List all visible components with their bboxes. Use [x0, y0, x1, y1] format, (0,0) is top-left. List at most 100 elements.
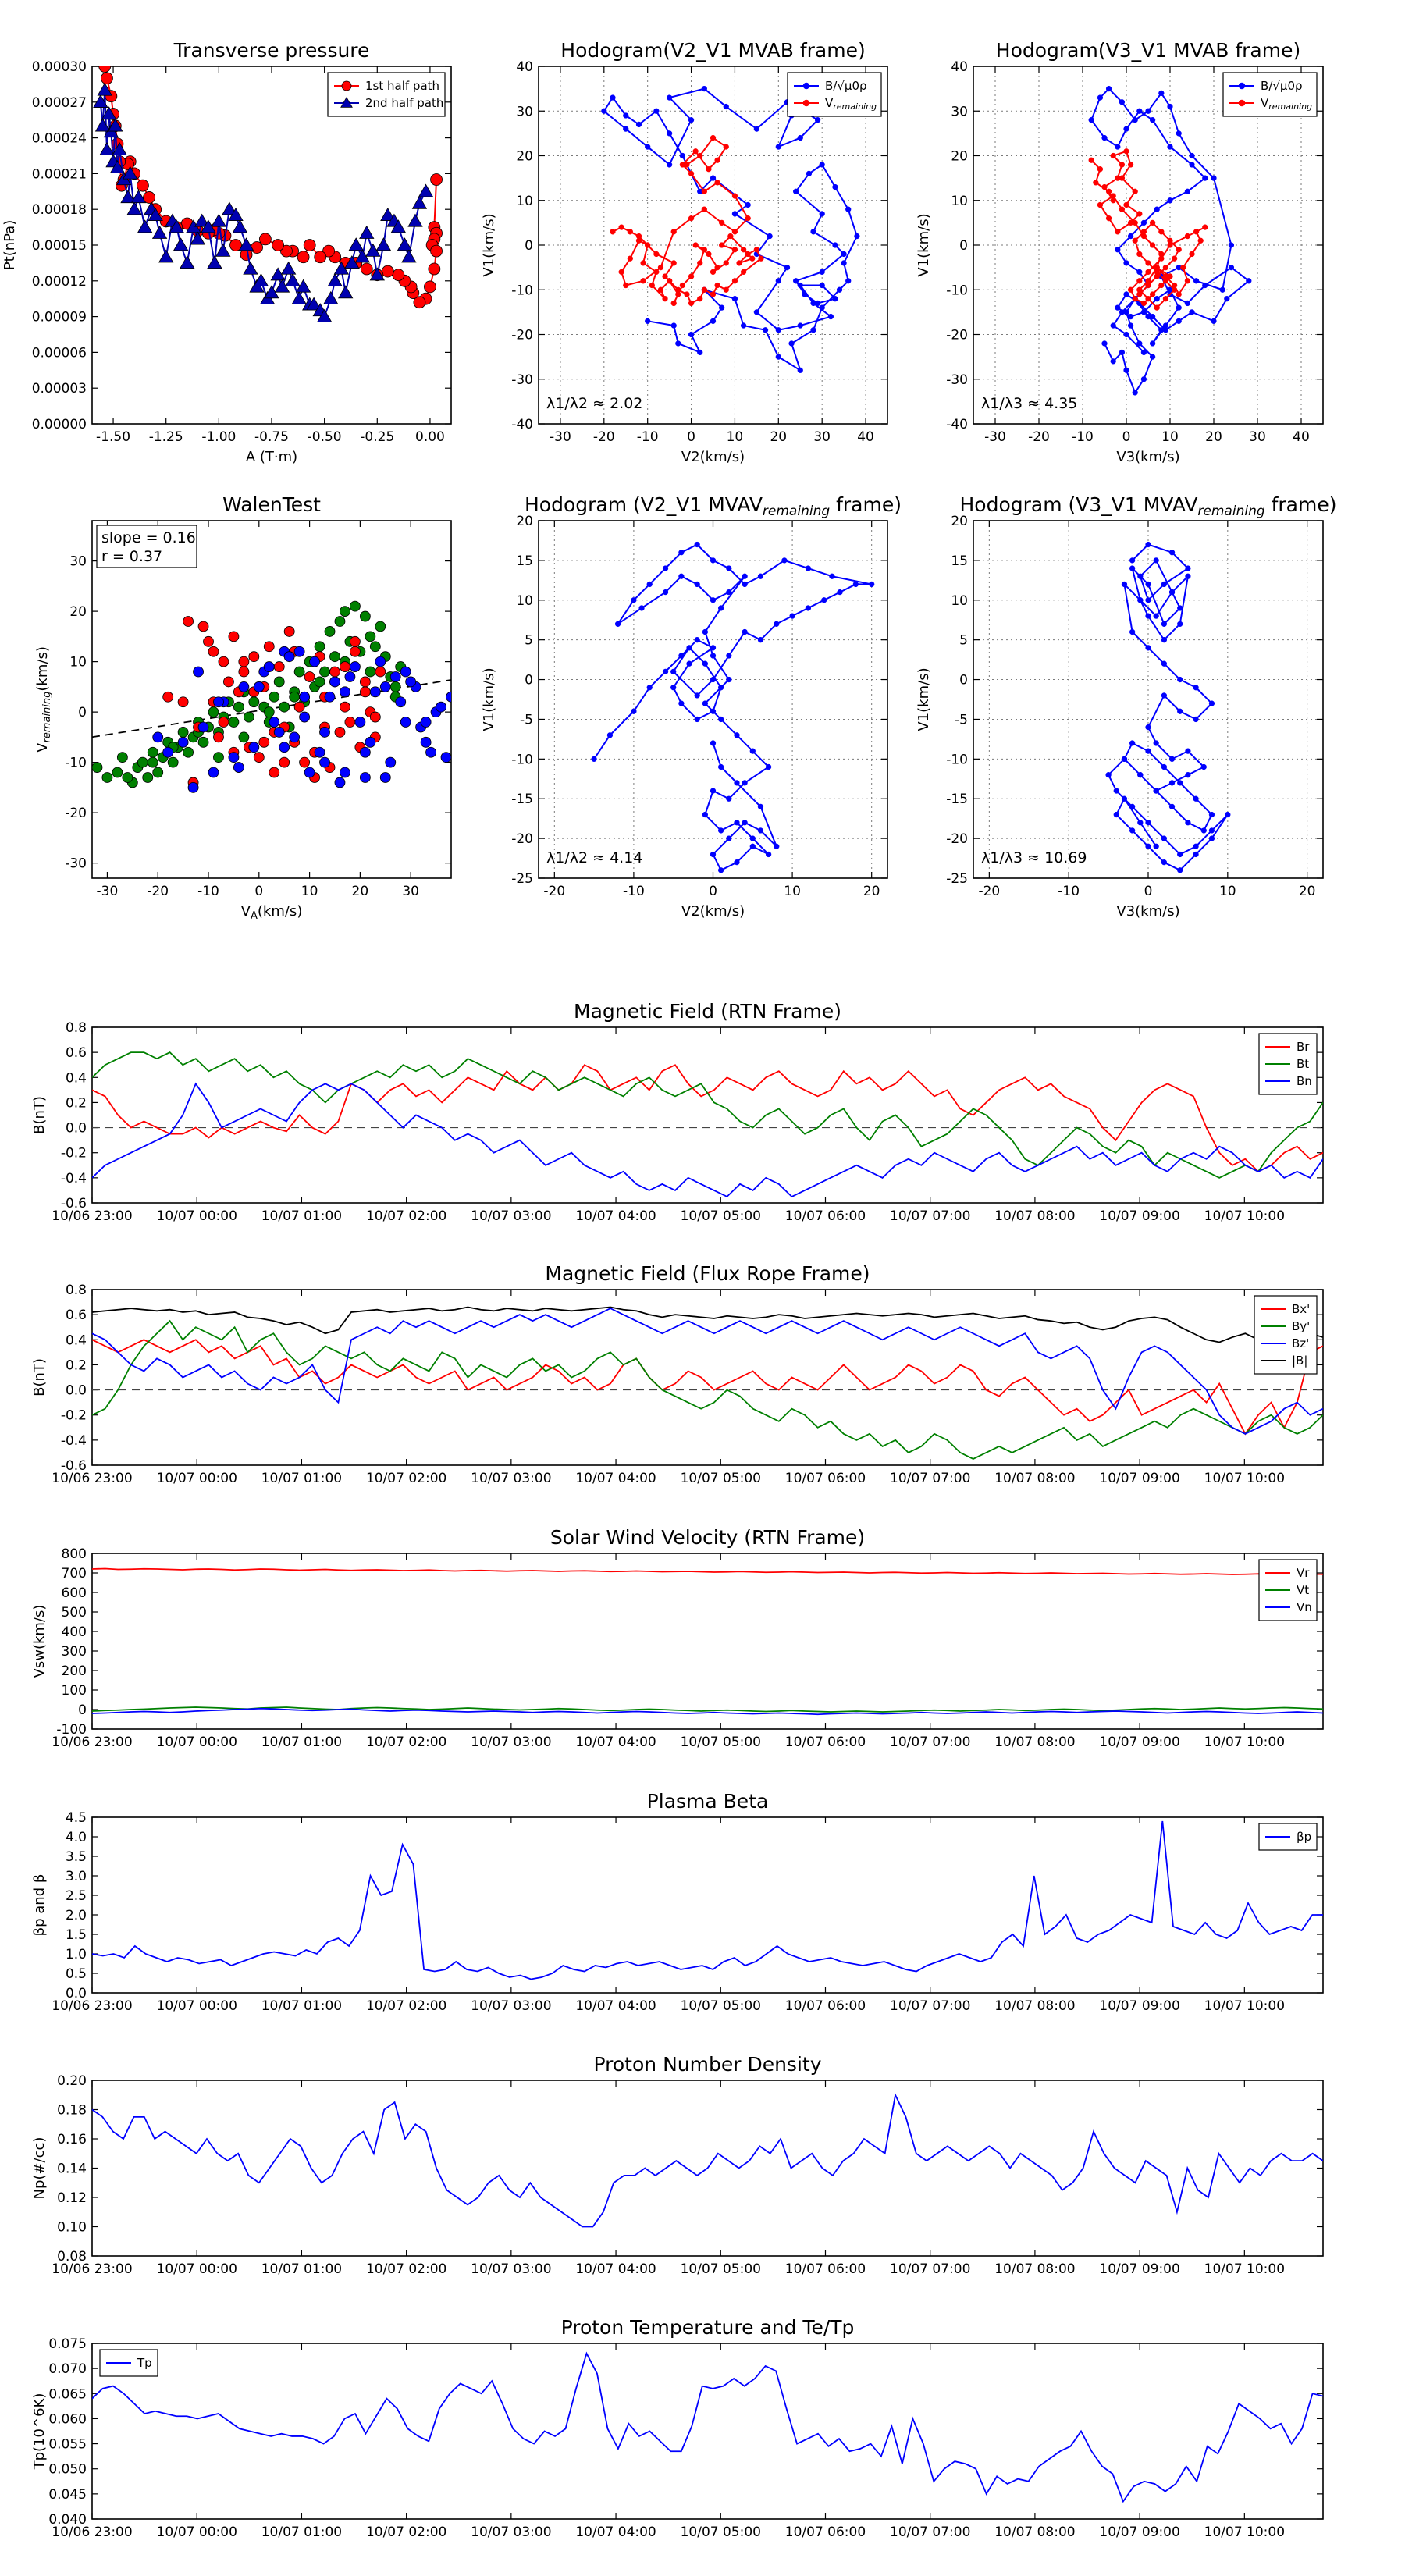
- data-point: [400, 666, 411, 678]
- x-tick-label: 10/07 07:00: [890, 1471, 970, 1486]
- data-point: [742, 820, 748, 826]
- data-point: [710, 645, 717, 651]
- legend-label: 1st half path: [365, 79, 439, 93]
- label-part: (km/s): [258, 903, 302, 920]
- data-point: [1149, 313, 1156, 320]
- data-point: [1132, 219, 1138, 226]
- data-point: [1184, 188, 1191, 194]
- data-point: [238, 237, 254, 251]
- data-point: [413, 296, 426, 309]
- data-point: [810, 229, 816, 235]
- data-point: [1154, 273, 1160, 279]
- legend-label: βp: [1297, 1830, 1311, 1844]
- chart-pt: Transverse pressure 0.00000 0.00003 0.00006…: [2, 39, 452, 465]
- legend-label: Bn: [1297, 1074, 1312, 1088]
- data-point: [719, 219, 725, 226]
- data-point: [238, 731, 250, 743]
- y-tick-label: 30: [951, 104, 968, 119]
- y-tick-label: -40: [511, 417, 533, 432]
- x-tick-label: 10/07 00:00: [157, 1471, 237, 1486]
- y-tick-label: 0.14: [57, 2161, 87, 2177]
- x-tick-label: 10/07 01:00: [261, 2524, 342, 2540]
- x-tick-label: 10/07 09:00: [1099, 1735, 1179, 1750]
- data-point: [1145, 296, 1151, 302]
- data-point: [238, 656, 250, 667]
- x-tick-label: -1.50: [96, 429, 130, 445]
- y-tick-label: -5: [955, 712, 968, 728]
- data-point: [1119, 99, 1126, 105]
- data-point: [173, 237, 189, 251]
- data-point: [1140, 229, 1147, 235]
- data-point: [1177, 780, 1183, 786]
- annotation-box: [96, 525, 197, 568]
- data-point: [1211, 318, 1217, 324]
- data-point: [1115, 247, 1121, 253]
- title-part: Proton Number Density: [594, 2053, 822, 2076]
- data-point: [740, 269, 747, 276]
- x-tick-label: 10/07 10:00: [1204, 2524, 1285, 2540]
- data-point: [802, 291, 808, 297]
- x-tick-label: 10/06 23:00: [52, 2524, 132, 2540]
- data-point: [731, 296, 738, 302]
- series-line-vr: [92, 1567, 1323, 1576]
- data-point: [233, 762, 244, 773]
- legend-part: V: [1261, 96, 1269, 110]
- data-point: [1208, 835, 1215, 841]
- data-point: [1115, 144, 1121, 150]
- data-point: [701, 286, 707, 293]
- label-subscript: remaining: [41, 692, 53, 743]
- data-point: [299, 691, 311, 703]
- data-point: [645, 144, 651, 150]
- data-point: [1123, 148, 1129, 155]
- data-point: [1176, 247, 1182, 253]
- data-point: [841, 251, 847, 258]
- data-point: [389, 681, 401, 692]
- data-point: [348, 237, 364, 251]
- data-point: [152, 767, 164, 778]
- data-point: [197, 721, 209, 733]
- x-tick-label: -0.75: [254, 429, 289, 445]
- y-tick-label: 500: [62, 1605, 87, 1621]
- data-point: [1149, 354, 1156, 360]
- x-tick-label: 10/07 03:00: [471, 1208, 551, 1224]
- data-point: [1238, 82, 1246, 90]
- x-tick-label: 10/07 06:00: [785, 1998, 866, 2014]
- legend-part: V: [825, 96, 834, 110]
- data-point: [137, 756, 148, 768]
- y-tick-label: 0.00030: [32, 59, 87, 75]
- data-point: [635, 237, 642, 244]
- data-point: [279, 742, 290, 753]
- legend-label: B/√μ0ρ: [825, 79, 867, 93]
- legend-label: Tp: [137, 2356, 152, 2370]
- chart-beta: Plasma Beta 0.0 0.5 1.0 1.5 2.0 2.5 3.0 3.5 4.0 4.…: [31, 1790, 1324, 2014]
- data-point: [678, 573, 685, 579]
- data-point: [273, 661, 285, 672]
- series-line-bz: [92, 1308, 1323, 1435]
- title-part: Proton Temperature and Te/Tp: [561, 2316, 855, 2339]
- series-vremaining: [1088, 148, 1208, 311]
- data-point: [645, 242, 651, 248]
- data-point: [1224, 296, 1230, 302]
- data-point: [101, 106, 117, 120]
- data-point: [1161, 581, 1168, 588]
- data-point: [329, 651, 340, 663]
- data-point: [710, 597, 717, 603]
- x-tick-label: 30: [813, 429, 831, 445]
- data-point: [666, 94, 673, 101]
- y-tick-label: 10: [516, 593, 533, 609]
- data-point: [1149, 219, 1156, 226]
- x-tick-label: 10/07 06:00: [785, 2524, 866, 2540]
- data-point: [1129, 740, 1136, 746]
- data-point: [726, 565, 732, 571]
- data-point: [1167, 237, 1173, 244]
- y-tick-label: 100: [62, 1683, 87, 1699]
- data-point: [1145, 260, 1151, 266]
- data-point: [158, 249, 174, 263]
- data-point: [232, 219, 248, 233]
- y-tick-label: 0.00012: [32, 274, 87, 290]
- data-point: [253, 272, 269, 286]
- data-point: [1211, 175, 1217, 181]
- data-point: [726, 653, 732, 659]
- data-point: [1228, 242, 1235, 248]
- series-vremaining: [610, 134, 764, 307]
